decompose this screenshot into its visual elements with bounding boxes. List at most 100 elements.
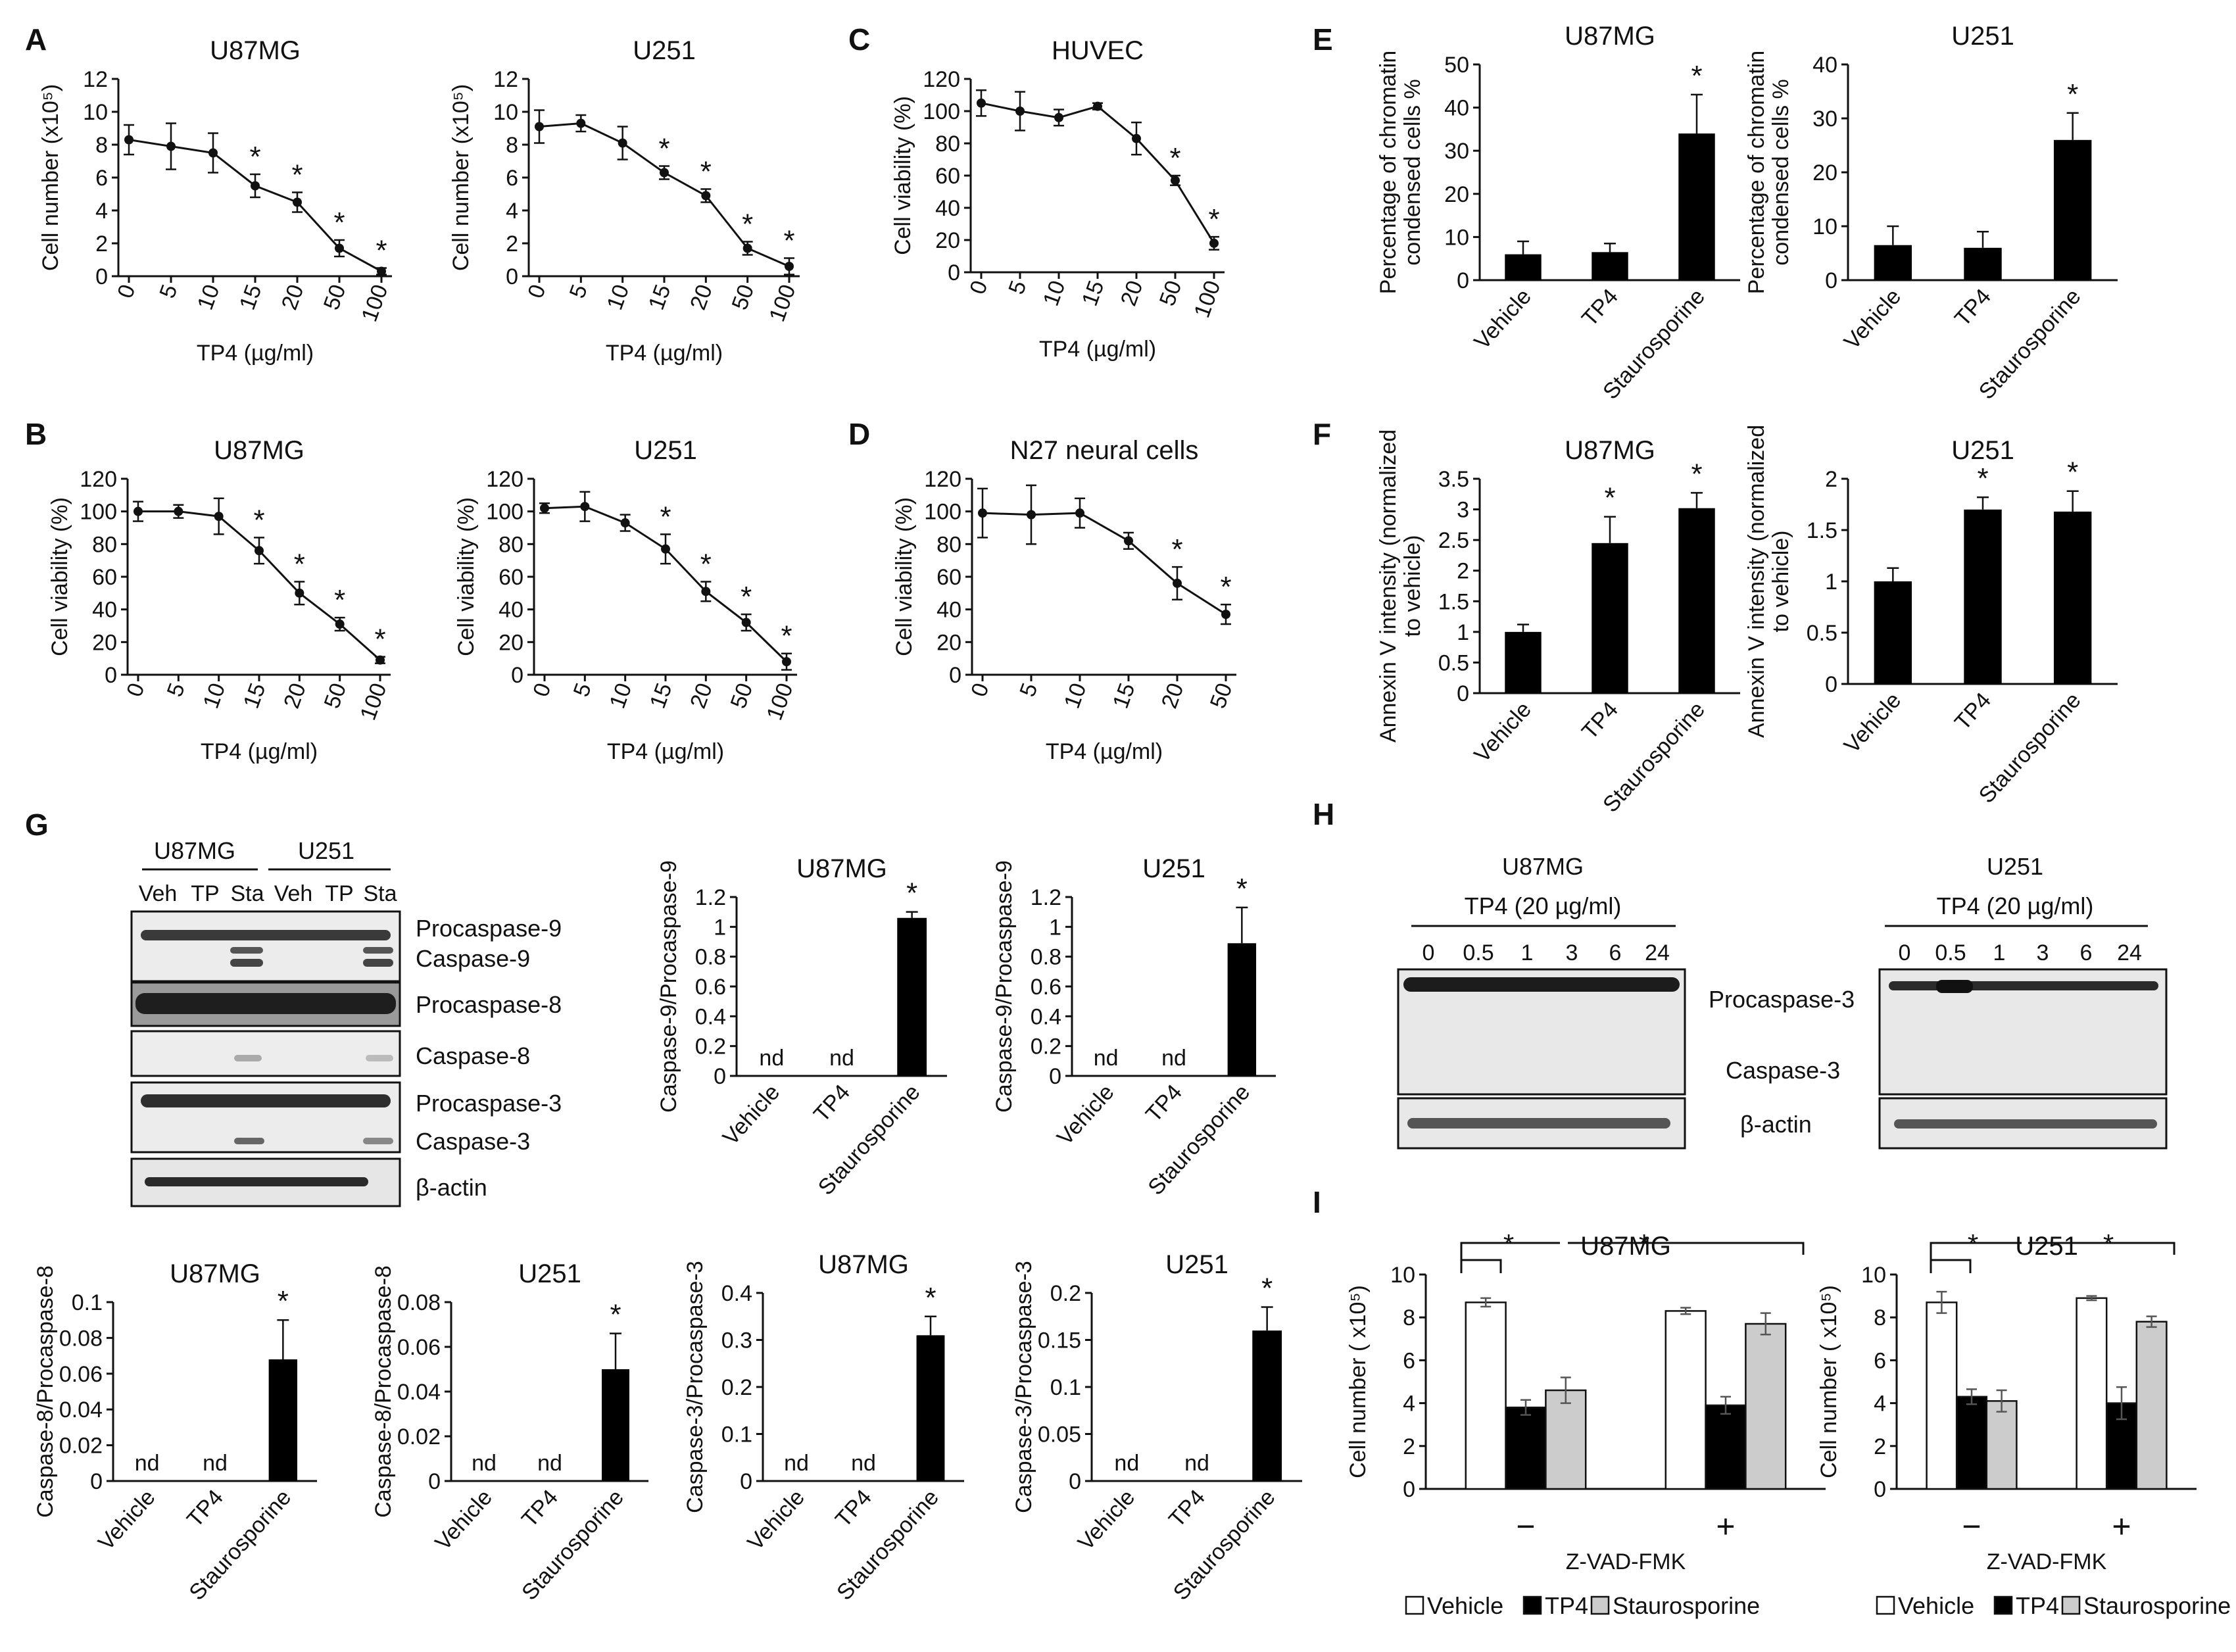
y-tick-label: 1.2	[695, 885, 726, 910]
y-tick-label: 0	[949, 663, 961, 688]
significance-star: *	[253, 504, 264, 536]
blot-g-lane-1: Veh	[139, 881, 178, 906]
y-tick-label: 1	[714, 915, 726, 940]
y-tick-label: 0.06	[397, 1335, 441, 1360]
y-tick-label: 0.3	[721, 1328, 752, 1353]
blot-g-lane-3: Sta	[230, 881, 264, 906]
y-tick-label: 20	[1444, 182, 1469, 207]
y-tick-label: 6	[506, 166, 518, 191]
y-tick-label: 3	[1457, 498, 1469, 523]
significance-star: *	[781, 620, 792, 652]
x-tick-label: Vehicle	[1073, 1485, 1140, 1555]
blot-h-band	[1894, 1119, 2157, 1129]
panel-letter-a: A	[25, 22, 47, 57]
y-tick-label: 10	[1390, 1263, 1415, 1288]
chart-title: U251	[1951, 22, 2014, 51]
not-detected-label: nd	[1114, 1451, 1139, 1476]
panel-letter-h: H	[1313, 797, 1334, 831]
x-tick-label: 15	[239, 680, 271, 712]
blot-h-time: 0	[1422, 940, 1435, 965]
x-axis-label: Z-VAD-FMK	[1987, 1549, 2107, 1574]
bar	[1678, 133, 1715, 280]
legend-swatch	[1405, 1595, 1424, 1615]
chart-title: U87MG	[1565, 22, 1655, 51]
data-point	[540, 503, 549, 513]
y-tick-label: 0	[511, 663, 523, 688]
blot-g-label-procasp8: Procaspase-8	[416, 991, 562, 1018]
data-point	[214, 512, 224, 522]
panel-letter-c: C	[848, 22, 870, 57]
y-tick-label: 0.08	[397, 1290, 441, 1315]
y-tick-label: 2	[1874, 1434, 1886, 1459]
y-tick-label: 0.15	[1038, 1328, 1081, 1353]
blot-g-lane-4: Veh	[274, 881, 313, 906]
y-tick-label: 40	[936, 598, 961, 623]
data-point	[742, 243, 752, 253]
significance-star: *	[1691, 458, 1702, 490]
data-point	[785, 262, 794, 271]
panel-letter-b: B	[25, 417, 47, 451]
y-tick-label: 0.8	[1031, 945, 1061, 970]
y-tick-label: 10	[1812, 214, 1837, 239]
not-detected-label: nd	[537, 1451, 562, 1476]
bar	[2135, 1321, 2168, 1490]
y-tick-label: 120	[923, 67, 960, 92]
data-point	[335, 620, 345, 629]
chart-title: U87MG	[818, 1250, 909, 1279]
blot-h-band	[1889, 981, 2158, 990]
significance-star: *	[1691, 60, 1702, 92]
y-axis-label: Annexin V intensity (normalizedto vehicl…	[1744, 425, 1793, 738]
x-tick-label: 15	[645, 680, 677, 712]
y-label-line: Annexin V intensity (normalized	[1744, 425, 1769, 738]
x-tick-label: TP4	[1164, 1485, 1210, 1532]
x-tick-label: 100	[764, 281, 800, 325]
x-tick-label: 50	[726, 680, 758, 712]
x-tick-label: 0	[965, 278, 992, 298]
y-axis-label: Cell viability (%)	[454, 497, 479, 656]
not-detected-label: nd	[759, 1046, 784, 1071]
data-point	[1221, 610, 1230, 620]
blot-h-time: 3	[2037, 940, 2049, 965]
bar	[1252, 1330, 1282, 1481]
i-bracket-right	[1568, 1242, 1805, 1255]
chart-title: U251	[1951, 436, 2014, 465]
bar	[2053, 139, 2092, 280]
y-tick-label: 120	[80, 467, 117, 492]
y-axis-label: Caspase-3/Procaspase-3	[1011, 1261, 1036, 1513]
i-star: *	[2103, 1228, 2114, 1259]
blot-h-time: 0.5	[1935, 940, 1966, 965]
y-tick-label: 80	[92, 532, 117, 557]
x-tick-label: Vehicle	[1839, 688, 1907, 758]
y-tick-label: 8	[1403, 1305, 1415, 1330]
y-tick-label: 0.4	[1031, 1004, 1061, 1029]
x-tick-label: 5	[569, 680, 596, 700]
y-tick-label: 20	[498, 630, 523, 655]
not-detected-label: nd	[829, 1046, 854, 1071]
panel-letter-d: D	[848, 417, 870, 451]
blot-g-band	[145, 1177, 368, 1186]
data-point	[166, 141, 176, 151]
blot-g-band	[141, 1094, 391, 1107]
blot-h-time: 24	[1645, 940, 1670, 965]
i-bracket-right	[2028, 1242, 2175, 1255]
chart-title: N27 neural cells	[1010, 436, 1199, 465]
bar	[602, 1369, 629, 1481]
x-tick-label: 10	[1059, 680, 1092, 712]
x-tick-label: TP4	[831, 1485, 877, 1532]
y-tick-label: 0.08	[59, 1326, 103, 1351]
blot-g: U87MG U251 Veh TP Sta Veh TP Sta Procasp…	[130, 837, 562, 1207]
blot-g-group-u251: U251	[298, 837, 354, 864]
y-axis-label: Cell number (x10⁵)	[38, 84, 63, 271]
significance-star: *	[278, 1285, 289, 1317]
y-tick-label: 0.2	[695, 1034, 726, 1059]
data-point	[1054, 112, 1063, 122]
y-label-line: Percentage of chromatin	[1376, 51, 1401, 294]
x-tick-label: TP4	[182, 1485, 228, 1532]
significance-star: *	[1220, 571, 1231, 603]
y-tick-label: 2	[1825, 467, 1837, 492]
y-tick-label: 0.04	[59, 1397, 103, 1422]
blot-g-lane-6: Sta	[363, 881, 397, 906]
chart-title: U251	[2015, 1232, 2078, 1261]
